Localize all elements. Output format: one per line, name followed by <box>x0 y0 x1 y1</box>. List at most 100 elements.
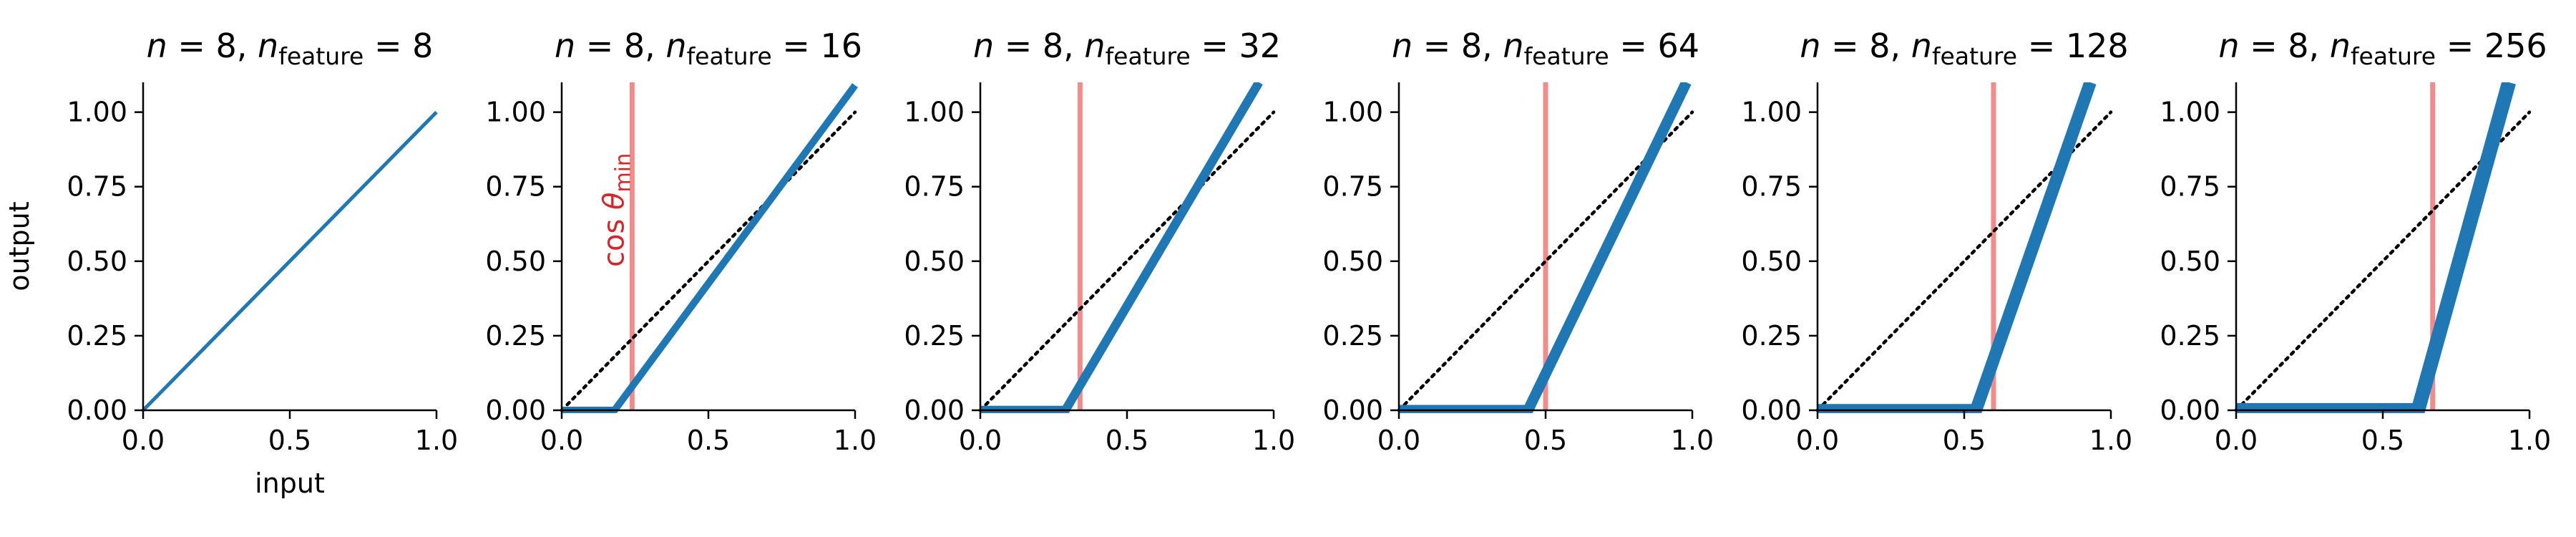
title-eq1: = 8, <box>994 26 1084 65</box>
y-tick-label: 0.75 <box>904 171 965 203</box>
title-eq2: = 16 <box>772 26 862 65</box>
x-tick-label: 0.5 <box>2361 425 2404 456</box>
subplot-title: n = 8, nfeature = 64 <box>1392 26 1699 70</box>
y-tick-label: 1.00 <box>904 97 965 128</box>
x-tick-label: 0.0 <box>2215 425 2258 456</box>
y-tick-label: 0.75 <box>2160 171 2220 203</box>
title-eq2: = 128 <box>2017 26 2129 65</box>
y-tick-label: 0.50 <box>1322 246 1383 277</box>
x-tick-label: 0.5 <box>268 425 311 456</box>
x-tick-label: 1.0 <box>1252 425 1295 456</box>
title-sub: feature <box>278 42 364 70</box>
response-line <box>980 82 1263 413</box>
response-line <box>1399 82 1692 413</box>
identity-line <box>560 110 857 412</box>
subplot-title: n = 8, nfeature = 8 <box>147 26 434 70</box>
y-tick-label: 0.25 <box>485 320 546 352</box>
y-tick-label: 0.50 <box>1741 246 1802 277</box>
y-tick-label: 0.00 <box>2160 395 2220 426</box>
y-tick-label: 0.25 <box>1741 320 1802 352</box>
subplot-1: 0.0 0.5 1.0 0.00 0.25 0.50 0.75 1.00 input output… <box>4 26 458 499</box>
title-eq2: = 256 <box>2436 26 2547 65</box>
x-tick-label: 0.0 <box>122 425 165 456</box>
threshold-label-cos: cos <box>597 210 630 267</box>
x-tick-label: 1.0 <box>2508 425 2551 456</box>
x-tick-label: 0.5 <box>687 425 730 456</box>
x-tick-label: 1.0 <box>1671 425 1714 456</box>
x-tick-label: 0.0 <box>540 425 583 456</box>
title-eq1: = 8, <box>1820 26 1911 65</box>
title-sub: feature <box>687 42 772 70</box>
y-axis-label: output <box>4 201 35 291</box>
title-n: n <box>1800 26 1820 65</box>
title-eq1: = 8, <box>1413 26 1503 65</box>
x-tick-label: 1.0 <box>834 425 877 456</box>
subplot-title: n = 8, nfeature = 128 <box>1800 26 2128 70</box>
y-tick-label: 0.75 <box>67 171 127 203</box>
y-tick-label: 0.25 <box>1322 320 1383 352</box>
threshold-label: cos θmin <box>597 153 635 267</box>
title-n2: n <box>2330 26 2351 65</box>
title-sub: feature <box>2351 42 2436 70</box>
title-sub: feature <box>1524 42 1609 70</box>
title-eq1: = 8, <box>2239 26 2329 65</box>
y-tick-label: 1.00 <box>1741 97 1802 128</box>
title-eq1: = 8, <box>167 26 258 65</box>
y-tick-label: 0.25 <box>67 320 127 352</box>
x-tick-label: 1.0 <box>2089 425 2132 456</box>
threshold-label-theta: θ <box>597 192 630 209</box>
title-eq2: = 64 <box>1609 26 1699 65</box>
title-n: n <box>555 26 575 65</box>
identity-line <box>978 110 1276 412</box>
title-n2: n <box>1084 26 1105 65</box>
y-tick-label: 0.75 <box>1322 171 1383 203</box>
x-axis-label: input <box>255 468 325 499</box>
title-eq2: = 32 <box>1191 26 1281 65</box>
title-sub: feature <box>1932 42 2017 70</box>
y-tick-label: 0.00 <box>485 395 546 426</box>
title-n2: n <box>1503 26 1523 65</box>
subplot-6: 0.0 0.5 1.00.000.250.500.751.00n = 8, nfea… <box>2160 26 2551 456</box>
y-tick-label: 0.25 <box>2160 320 2220 352</box>
x-tick-label: 1.0 <box>415 425 458 456</box>
y-tick-label: 0.75 <box>485 171 546 203</box>
y-tick-label: 0.00 <box>1741 395 1802 426</box>
title-n2: n <box>258 26 278 65</box>
title-eq1: = 8, <box>575 26 665 65</box>
y-tick-label: 0.50 <box>2160 246 2220 277</box>
title-n2: n <box>665 26 686 65</box>
x-tick-label: 0.0 <box>959 425 1002 456</box>
title-n: n <box>147 26 167 65</box>
y-tick-label: 0.00 <box>67 395 127 426</box>
subplot-4: 0.0 0.5 1.00.000.250.500.751.00n = 8, nfea… <box>1322 26 1714 456</box>
y-tick-label: 1.00 <box>1322 97 1383 128</box>
y-tick-label: 0.75 <box>1741 171 1802 203</box>
y-tick-label: 0.50 <box>67 246 127 277</box>
title-n: n <box>2218 26 2239 65</box>
title-eq2: = 8 <box>364 26 433 65</box>
subplot-title: n = 8, nfeature = 16 <box>555 26 862 70</box>
subplot-2: cos θmin 0.0 0.5 1.0 0.00 0.25 0.50 0.75 1.00 n =… <box>485 26 877 456</box>
title-sub: feature <box>1106 42 1191 70</box>
subplot-3: 0.0 0.5 1.00.000.250.500.751.00n = 8, nfea… <box>904 26 1295 456</box>
y-tick-label: 0.50 <box>485 246 546 277</box>
x-tick-label: 0.5 <box>1106 425 1148 456</box>
y-tick-label: 0.25 <box>904 320 965 352</box>
threshold-label-sub: min <box>610 153 635 193</box>
title-n: n <box>973 26 994 65</box>
y-tick-label: 1.00 <box>485 97 546 128</box>
y-tick-label: 1.00 <box>67 97 127 128</box>
subplot-title: n = 8, nfeature = 32 <box>973 26 1281 70</box>
response-line <box>1818 82 2097 413</box>
title-n2: n <box>1911 26 1932 65</box>
subplot-5: 0.0 0.5 1.00.000.250.500.751.00n = 8, nfea… <box>1741 26 2132 456</box>
y-tick-label: 0.50 <box>904 246 965 277</box>
x-tick-label: 0.5 <box>1524 425 1567 456</box>
title-n: n <box>1392 26 1413 65</box>
response-line <box>142 110 438 412</box>
y-tick-label: 1.00 <box>2160 97 2220 128</box>
x-tick-label: 0.0 <box>1377 425 1420 456</box>
subplot-title: n = 8, nfeature = 256 <box>2218 26 2547 70</box>
y-tick-label: 0.00 <box>1322 395 1383 426</box>
